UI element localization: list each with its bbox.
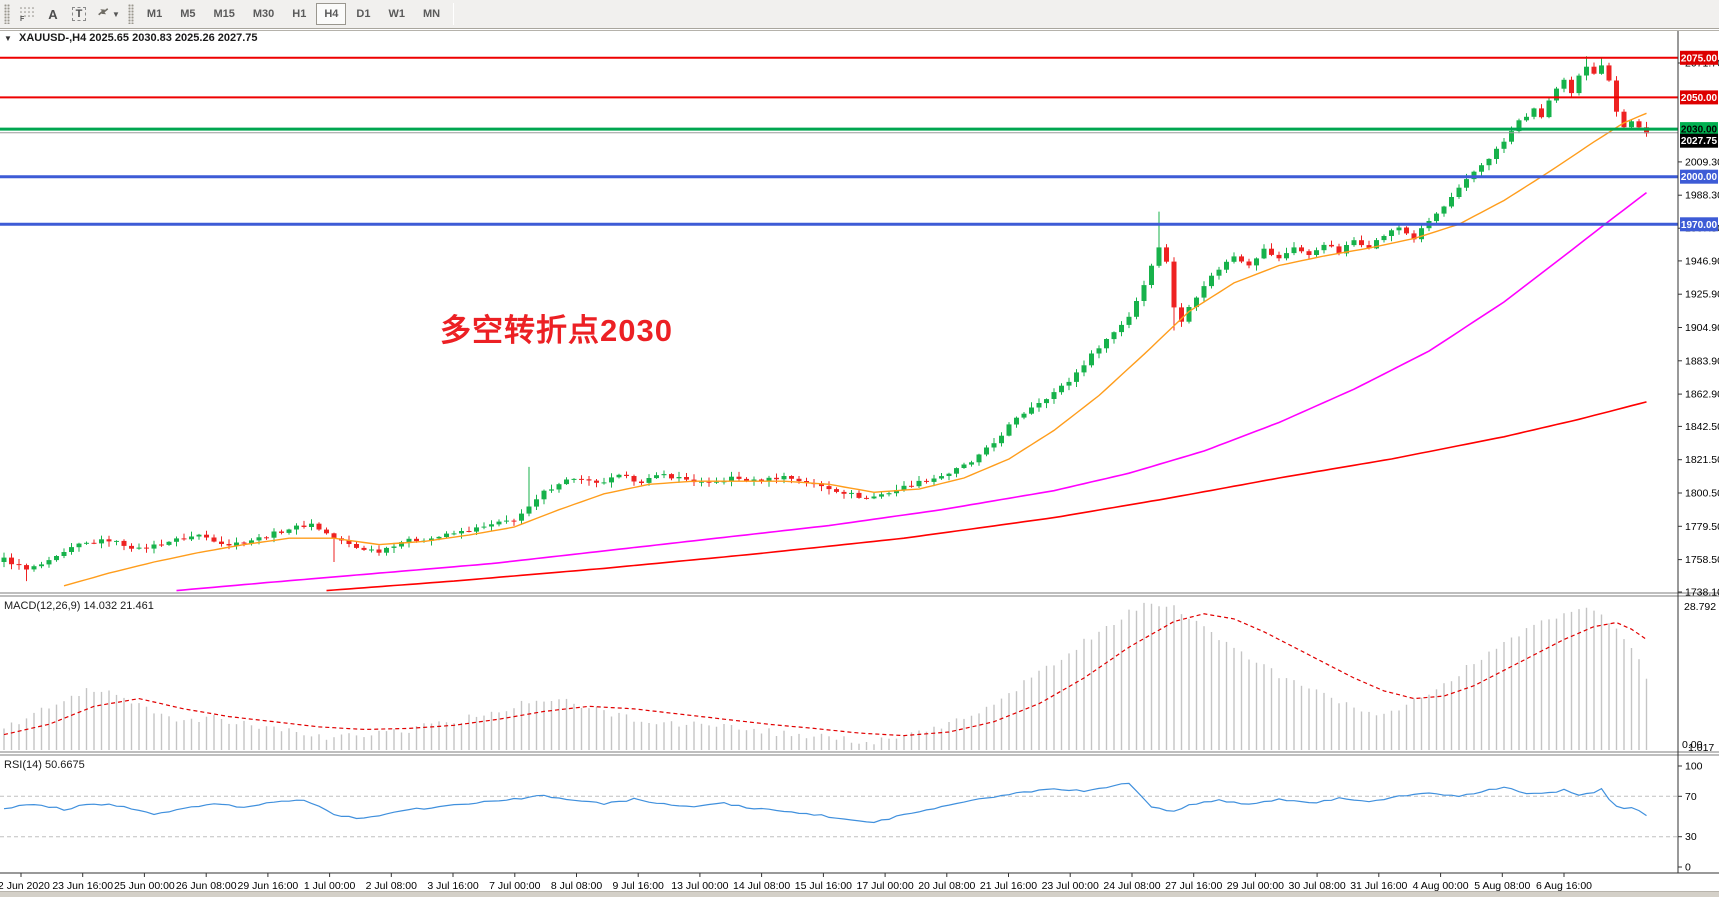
horizontal-level-lines[interactable]	[0, 56, 1678, 226]
toolbar: F A T ▼ M1 M5 M15 M30 H1 H4 D1 W1 MN	[0, 0, 1719, 29]
toolbar-separator	[453, 3, 455, 25]
svg-text:25 Jun 00:00: 25 Jun 00:00	[114, 880, 175, 891]
svg-text:29 Jun 16:00: 29 Jun 16:00	[238, 880, 299, 891]
chart-area[interactable]: 2071.702009.301988.301967.501946.901925.…	[0, 30, 1719, 891]
svg-text:100: 100	[1685, 761, 1703, 773]
svg-text:2050.00: 2050.00	[1681, 93, 1718, 104]
svg-text:26 Jun 08:00: 26 Jun 08:00	[176, 880, 237, 891]
toolbar-drag-handle[interactable]	[4, 4, 10, 24]
text-box-icon: T	[71, 7, 87, 21]
svg-text:28.792: 28.792	[1684, 601, 1716, 613]
svg-text:2030.00: 2030.00	[1681, 125, 1718, 136]
svg-text:1758.50: 1758.50	[1685, 554, 1719, 566]
ma-slow-line	[326, 401, 1647, 592]
symbol-info: ▼ XAUUSD-,H4 2025.65 2030.83 2025.26 202…	[4, 32, 258, 44]
bottom-scroll-strip[interactable]	[0, 891, 1719, 897]
chart-canvas[interactable]: 2071.702009.301988.301967.501946.901925.…	[0, 30, 1719, 891]
svg-text:7 Jul 00:00: 7 Jul 00:00	[489, 880, 541, 891]
svg-text:15 Jul 16:00: 15 Jul 16:00	[795, 880, 852, 891]
text-label-icon: A	[48, 6, 58, 22]
svg-text:1842.50: 1842.50	[1685, 421, 1719, 433]
ma-fast-line	[63, 112, 1647, 587]
svg-text:3 Jul 16:00: 3 Jul 16:00	[427, 880, 479, 891]
svg-text:2 Jul 08:00: 2 Jul 08:00	[366, 880, 418, 891]
svg-text:2075.00: 2075.00	[1681, 53, 1718, 64]
svg-text:1738.10: 1738.10	[1685, 587, 1719, 599]
svg-text:1946.90: 1946.90	[1685, 255, 1719, 267]
text-box-tool-button[interactable]: T	[66, 2, 92, 26]
collapse-triangle-icon[interactable]: ▼	[4, 34, 12, 43]
svg-text:24 Jul 08:00: 24 Jul 08:00	[1103, 880, 1160, 891]
cycle-arrows-tool-button[interactable]: ▼	[92, 2, 124, 26]
svg-text:1821.50: 1821.50	[1685, 454, 1719, 466]
timeframe-button-W1[interactable]: W1	[380, 3, 413, 25]
svg-text:20 Jul 08:00: 20 Jul 08:00	[918, 880, 975, 891]
svg-text:30 Jul 08:00: 30 Jul 08:00	[1288, 880, 1345, 891]
timeframe-button-M1[interactable]: M1	[139, 3, 170, 25]
svg-text:17 Jul 00:00: 17 Jul 00:00	[856, 880, 913, 891]
svg-text:0.00: 0.00	[1682, 739, 1703, 751]
pane-frames	[0, 30, 1719, 874]
timeframe-button-H1[interactable]: H1	[284, 3, 314, 25]
svg-text:29 Jul 00:00: 29 Jul 00:00	[1227, 880, 1284, 891]
svg-text:21 Jul 16:00: 21 Jul 16:00	[980, 880, 1037, 891]
svg-text:1 Jul 00:00: 1 Jul 00:00	[304, 880, 356, 891]
rsi-scale: 100 70 30 0	[1678, 761, 1703, 874]
ma-mid-line	[176, 191, 1647, 592]
svg-text:2009.30: 2009.30	[1685, 156, 1719, 168]
macd-scale: 28.792 0.001.017	[1682, 601, 1716, 754]
svg-text:2000.00: 2000.00	[1681, 172, 1718, 183]
pointer-grid-tool-button[interactable]: F	[14, 2, 40, 26]
svg-text:F: F	[20, 16, 25, 22]
svg-text:70: 70	[1685, 791, 1697, 803]
price-axis[interactable]: 2071.702009.301988.301967.501946.901925.…	[1678, 50, 1719, 599]
svg-text:1970.00: 1970.00	[1681, 220, 1718, 231]
svg-text:31 Jul 16:00: 31 Jul 16:00	[1350, 880, 1407, 891]
rsi-pane	[0, 782, 1678, 838]
svg-text:2027.75: 2027.75	[1681, 136, 1718, 147]
timeframe-button-H4[interactable]: H4	[316, 3, 347, 25]
svg-text:6 Aug 16:00: 6 Aug 16:00	[1536, 880, 1592, 891]
svg-text:1904.90: 1904.90	[1685, 322, 1719, 334]
chart-annotation-text: 多空转折点2030	[440, 313, 673, 348]
svg-text:13 Jul 00:00: 13 Jul 00:00	[671, 880, 728, 891]
svg-text:1988.30: 1988.30	[1685, 190, 1719, 202]
svg-text:1883.90: 1883.90	[1685, 355, 1719, 367]
macd-pane	[3, 602, 1648, 750]
svg-text:1800.50: 1800.50	[1685, 488, 1719, 500]
svg-text:22 Jun 2020: 22 Jun 2020	[0, 880, 50, 891]
grid-dots-icon: F	[20, 7, 34, 22]
svg-text:1.017: 1.017	[1688, 742, 1714, 754]
timeframe-button-MN[interactable]: MN	[415, 3, 448, 25]
svg-text:4 Aug 00:00: 4 Aug 00:00	[1413, 880, 1469, 891]
timeframe-button-D1[interactable]: D1	[348, 3, 378, 25]
symbol-name: XAUUSD-,H4	[18, 32, 87, 44]
svg-text:9 Jul 16:00: 9 Jul 16:00	[613, 880, 665, 891]
svg-text:14 Jul 08:00: 14 Jul 08:00	[733, 880, 790, 891]
svg-text:0: 0	[1685, 862, 1691, 874]
timeframe-button-M15[interactable]: M15	[205, 3, 242, 25]
svg-text:27 Jul 16:00: 27 Jul 16:00	[1165, 880, 1222, 891]
timeframe-button-M5[interactable]: M5	[172, 3, 203, 25]
macd-indicator-label: MACD(12,26,9) 14.032 21.461	[4, 600, 154, 612]
svg-text:30: 30	[1685, 831, 1697, 843]
cycle-arrows-icon	[98, 8, 109, 16]
svg-text:23 Jul 00:00: 23 Jul 00:00	[1042, 880, 1099, 891]
timeframe-button-M30[interactable]: M30	[245, 3, 282, 25]
svg-text:1925.90: 1925.90	[1685, 289, 1719, 301]
rsi-indicator-label: RSI(14) 50.6675	[4, 759, 85, 771]
dropdown-caret-icon: ▼	[112, 9, 120, 19]
svg-text:1862.90: 1862.90	[1685, 389, 1719, 401]
text-label-tool-button[interactable]: A	[40, 2, 66, 26]
svg-text:8 Jul 08:00: 8 Jul 08:00	[551, 880, 603, 891]
svg-text:1779.50: 1779.50	[1685, 521, 1719, 533]
timeframe-bar: M1 M5 M15 M30 H1 H4 D1 W1 MN	[138, 0, 449, 28]
toolbar-drag-handle[interactable]	[127, 4, 134, 24]
svg-text:5 Aug 08:00: 5 Aug 08:00	[1474, 880, 1530, 891]
symbol-ohlc: 2025.65 2030.83 2025.26 2027.75	[89, 32, 258, 44]
svg-text:23 Jun 16:00: 23 Jun 16:00	[52, 880, 113, 891]
candles	[1, 56, 1649, 582]
